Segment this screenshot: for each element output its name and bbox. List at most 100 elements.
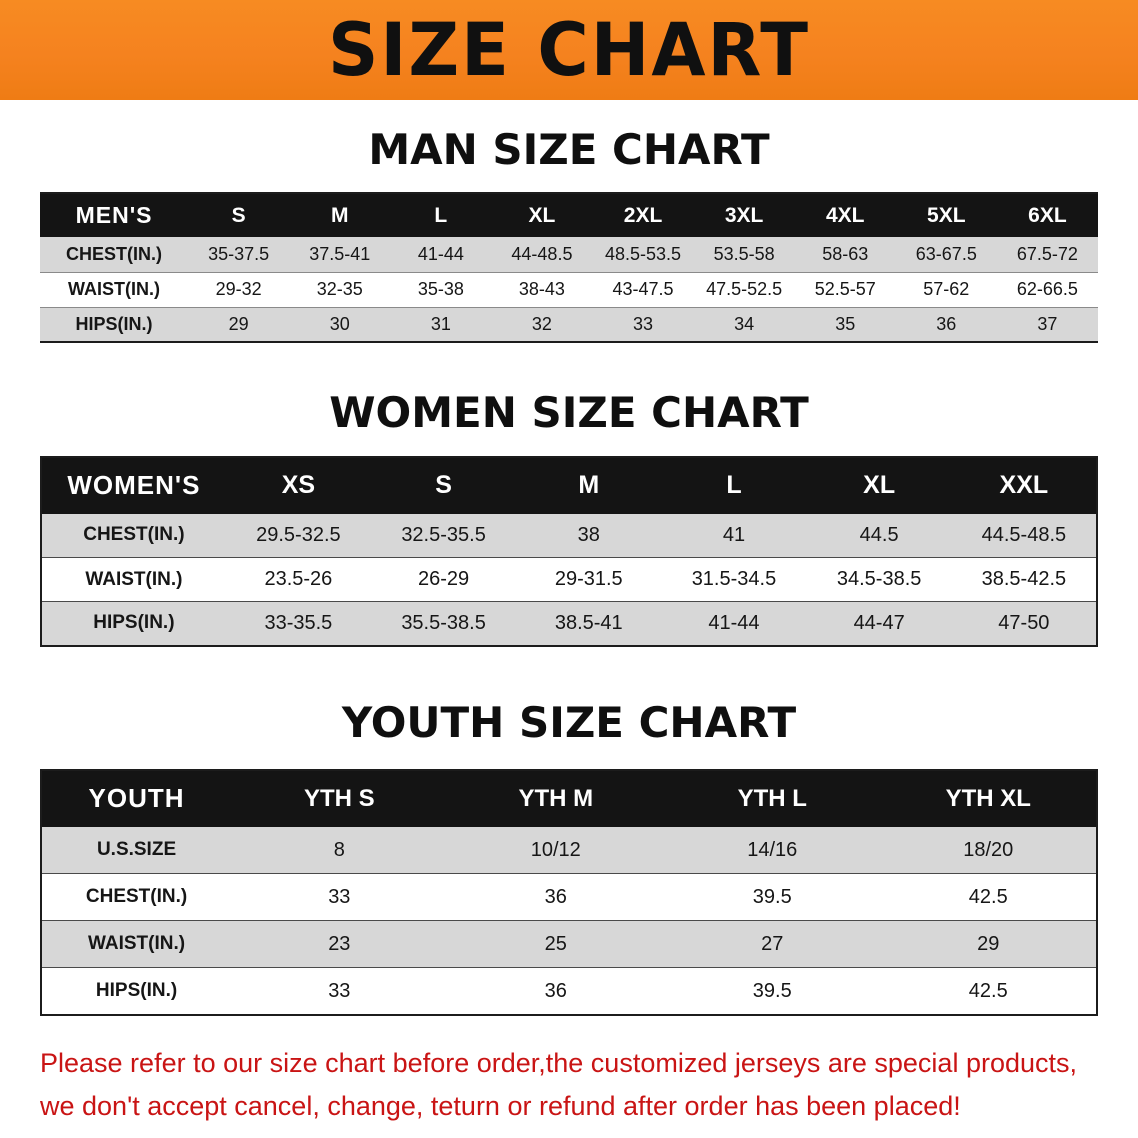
size-value-cell: 23 (328, 932, 351, 955)
women-section-heading: WOMEN SIZE CHART (329, 388, 809, 438)
table-corner-label: YOUTH (41, 769, 232, 827)
table-row: HIPS(IN.) 33-35.5 35.5-38.5 38.5-41 41-44 44-… (41, 601, 1097, 646)
youth-size-section: YOUTH SIZE CHART YOUTH YTH S YTH M YTH L YTH… (0, 697, 1138, 1016)
size-value-cell: 42.5 (968, 979, 1008, 1002)
size-value-cell: 36 (544, 885, 567, 908)
size-column-header: YTH XL (880, 769, 1097, 827)
row-label: CHEST(IN.) (85, 886, 188, 908)
table-row: HIPS(IN.) 29 30 31 32 33 34 35 36 37 (40, 307, 1098, 343)
table-row: U.S.SIZE 8 10/12 14/16 18/20 (41, 826, 1097, 874)
row-label: WAIST(IN.) (87, 933, 186, 955)
row-label: CHEST(IN.) (83, 524, 185, 546)
size-value-cell: 34 (734, 314, 755, 335)
size-value-cell: 38.5-41 (554, 611, 623, 634)
row-label: HIPS(IN.) (93, 612, 175, 634)
size-value-cell: 36 (936, 314, 957, 335)
size-value-cell: 44-48.5 (511, 244, 573, 265)
size-value-cell: 38.5-42.5 (981, 568, 1067, 591)
size-value-cell: 27 (761, 932, 784, 955)
size-value-cell: 30 (329, 314, 350, 335)
size-value-cell: 29 (228, 314, 249, 335)
size-value-cell: 44.5-48.5 (981, 523, 1067, 546)
size-column-header: 5XL (895, 193, 997, 238)
size-value-cell: 41-44 (417, 244, 464, 265)
size-value-cell: 33 (328, 885, 351, 908)
size-value-cell: 35-38 (417, 279, 464, 300)
size-value-cell: 33-35.5 (264, 611, 333, 634)
table-header-row: WOMEN'S XS S M L XL XXL (41, 456, 1097, 514)
size-value-cell: 44-47 (853, 611, 905, 634)
disclaimer-line-1: Please refer to our size chart before or… (40, 1047, 1078, 1078)
table-row: HIPS(IN.) 33 36 39.5 42.5 (41, 967, 1097, 1015)
size-value-cell: 44.5 (859, 523, 899, 546)
size-value-cell: 35-37.5 (208, 244, 270, 265)
size-value-cell: 31.5-34.5 (691, 568, 777, 591)
size-value-cell: 33 (328, 979, 351, 1002)
size-value-cell: 33 (633, 314, 654, 335)
men-section-heading: MAN SIZE CHART (368, 125, 770, 174)
disclaimer-line-2: we don't accept cancel, change, teturn o… (40, 1091, 961, 1122)
size-value-cell: 34.5-38.5 (836, 568, 922, 591)
size-value-cell: 43-47.5 (612, 279, 674, 300)
size-value-cell: 42.5 (968, 885, 1008, 908)
table-corner-label: WOMEN'S (41, 456, 226, 514)
table-row: CHEST(IN.) 35-37.5 37.5-41 41-44 44-48.5 48.5… (40, 237, 1098, 273)
table-row: CHEST(IN.) 33 36 39.5 42.5 (41, 873, 1097, 921)
row-label: U.S.SIZE (96, 839, 177, 861)
table-row: WAIST(IN.) 29-32 32-35 35-38 38-43 43-47.5 47.… (40, 272, 1098, 308)
size-column-header: M (516, 456, 662, 514)
size-value-cell: 29 (977, 932, 1000, 955)
size-value-cell: 26-29 (418, 568, 470, 591)
row-label: CHEST(IN.) (66, 244, 163, 265)
size-value-cell: 57-62 (923, 279, 970, 300)
women-size-section: WOMEN SIZE CHART WOMEN'S XS S M L XL XXL CHEST(… (0, 388, 1138, 647)
table-corner-label: MEN'S (40, 193, 189, 238)
size-column-header: M (289, 193, 391, 238)
size-value-cell: 35 (835, 314, 856, 335)
size-value-cell: 32-35 (316, 279, 363, 300)
size-value-cell: 48.5-53.5 (605, 244, 682, 265)
size-value-cell: 29.5-32.5 (256, 523, 341, 546)
disclaimer: Please refer to our size chart before or… (40, 1042, 1098, 1138)
size-column-header: 2XL (592, 193, 694, 238)
table-row: WAIST(IN.) 23 25 27 29 (41, 920, 1097, 968)
row-label: HIPS(IN.) (95, 980, 178, 1002)
size-column-header: S (188, 193, 290, 238)
size-value-cell: 35.5-38.5 (401, 611, 486, 634)
table-header-row: MEN'S S M L XL 2XL 3XL 4XL 5XL 6XL (40, 193, 1098, 238)
youth-size-table: YOUTH YTH S YTH M YTH L YTH XL U.S.SIZE 8 10/12… (40, 768, 1098, 1016)
size-column-header: YTH M (447, 769, 665, 827)
size-column-header: YTH L (664, 769, 881, 827)
size-value-cell: 29-32 (215, 279, 262, 300)
size-value-cell: 25 (544, 932, 567, 955)
size-value-cell: 14/16 (747, 838, 798, 861)
size-value-cell: 47.5-52.5 (706, 279, 783, 300)
size-value-cell: 10/12 (530, 838, 581, 861)
size-column-header: XXL (951, 456, 1097, 514)
men-size-table: MEN'S S M L XL 2XL 3XL 4XL 5XL 6XL CHEST(IN.) 35-37… (40, 192, 1098, 344)
size-value-cell: 18/20 (963, 838, 1014, 861)
row-label: WAIST(IN.) (85, 568, 183, 590)
size-value-cell: 37.5-41 (309, 244, 371, 265)
youth-section-heading: YOUTH SIZE CHART (341, 697, 797, 747)
size-column-header: L (661, 456, 807, 514)
size-column-header: YTH S (231, 769, 448, 827)
size-value-cell: 39.5 (752, 979, 792, 1002)
size-column-header: XL (491, 193, 593, 238)
size-value-cell: 23.5-26 (264, 568, 333, 591)
size-value-cell: 67.5-72 (1016, 244, 1078, 265)
size-value-cell: 8 (333, 838, 345, 861)
size-value-cell: 38 (577, 523, 600, 546)
table-row: WAIST(IN.) 23.5-26 26-29 29-31.5 31.5-34.5 34… (41, 557, 1097, 602)
page-title: SIZE CHART (327, 7, 811, 93)
row-label: WAIST(IN.) (68, 279, 161, 300)
size-column-header: XS (225, 456, 371, 514)
size-value-cell: 47-50 (998, 611, 1050, 634)
size-value-cell: 62-66.5 (1016, 279, 1078, 300)
size-value-cell: 29-31.5 (554, 568, 623, 591)
table-row: CHEST(IN.) 29.5-32.5 32.5-35.5 38 41 44.5 44.5… (41, 513, 1097, 558)
women-size-table: WOMEN'S XS S M L XL XXL CHEST(IN.) 29.5-32.5 32.5… (40, 455, 1098, 647)
table-header-row: YOUTH YTH S YTH M YTH L YTH XL (41, 769, 1097, 827)
size-value-cell: 31 (430, 314, 451, 335)
